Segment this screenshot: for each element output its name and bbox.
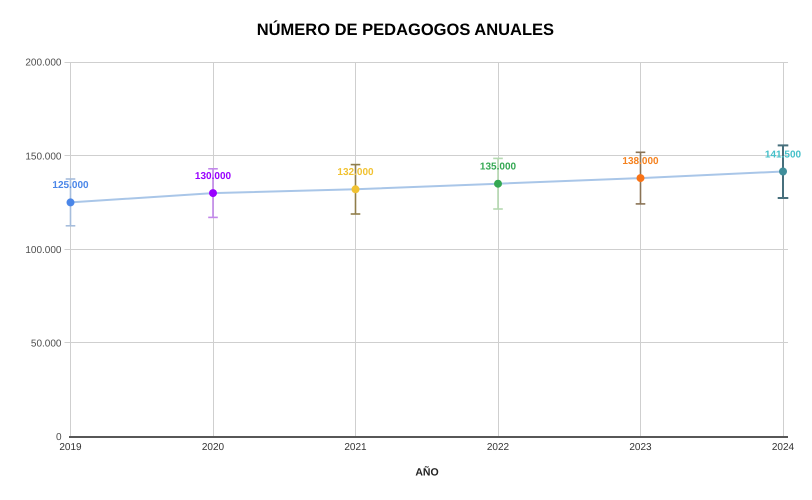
svg-text:2020: 2020: [202, 442, 225, 453]
svg-text:125.000: 125.000: [52, 180, 89, 191]
svg-text:0: 0: [56, 432, 62, 443]
svg-text:130.000: 130.000: [195, 171, 232, 182]
svg-text:141.500: 141.500: [765, 149, 802, 160]
svg-text:AÑO: AÑO: [415, 466, 438, 479]
svg-text:100.000: 100.000: [25, 245, 62, 256]
svg-text:2021: 2021: [344, 442, 367, 453]
svg-text:2019: 2019: [59, 442, 82, 453]
svg-text:135.000: 135.000: [480, 162, 517, 173]
svg-text:2024: 2024: [772, 442, 795, 453]
svg-text:NÚMERO DE PEDAGOGOS ANUALES: NÚMERO DE PEDAGOGOS ANUALES: [257, 20, 554, 39]
svg-text:132.000: 132.000: [337, 167, 374, 178]
svg-text:200.000: 200.000: [25, 58, 62, 69]
svg-text:2023: 2023: [629, 442, 652, 453]
svg-text:150.000: 150.000: [25, 151, 62, 162]
svg-text:2022: 2022: [487, 442, 510, 453]
svg-text:50.000: 50.000: [31, 338, 62, 349]
svg-text:138.000: 138.000: [622, 156, 659, 167]
